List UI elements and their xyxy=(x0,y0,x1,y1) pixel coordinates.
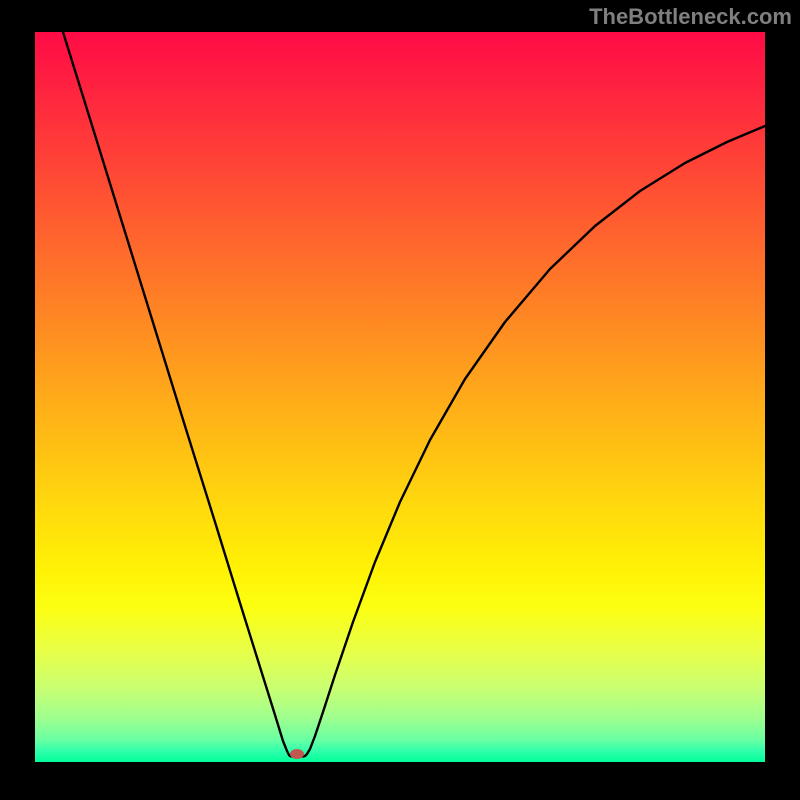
bottleneck-curve xyxy=(63,32,765,757)
watermark-text: TheBottleneck.com xyxy=(589,4,792,30)
chart-container: TheBottleneck.com xyxy=(0,0,800,800)
optimal-point-marker xyxy=(290,749,304,759)
plot-area xyxy=(35,32,765,762)
curve-layer xyxy=(35,32,765,762)
